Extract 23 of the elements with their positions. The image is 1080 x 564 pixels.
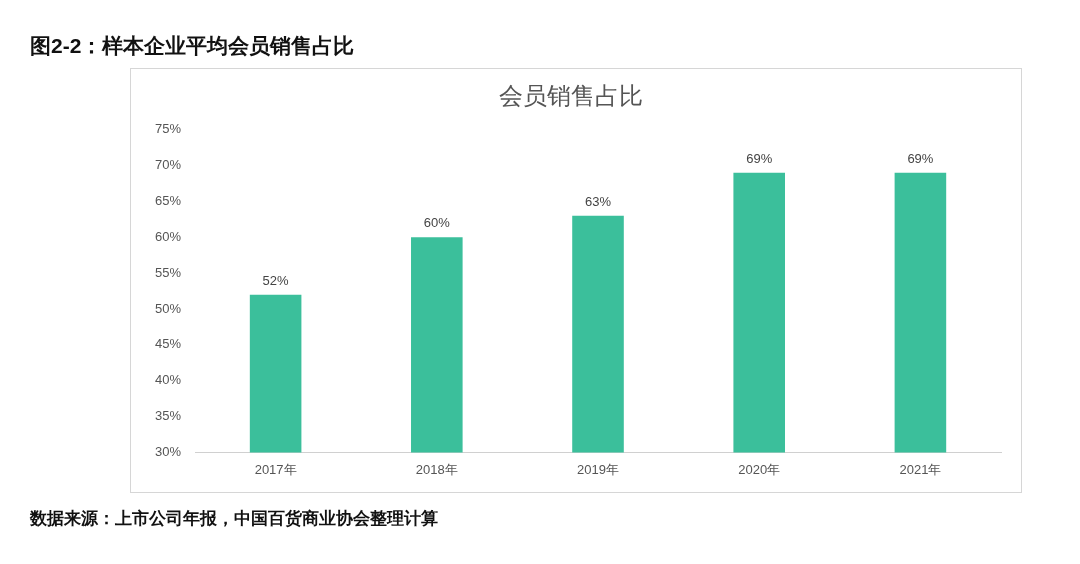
y-tick-label: 30%: [154, 443, 182, 459]
chart-title: 图2-2：样本企业平均会员销售占比: [30, 33, 356, 59]
data-label: 60%: [423, 215, 451, 231]
x-tick-label: 2017年: [254, 461, 297, 477]
data-label: 52%: [262, 272, 290, 288]
y-tick-label: 65%: [154, 193, 182, 209]
data-label: 63%: [584, 193, 612, 209]
x-tick-label: 2019年: [577, 461, 619, 477]
chart-subtitle: 会员销售占比: [499, 82, 643, 110]
data-label: 69%: [746, 150, 773, 166]
y-tick-label: 35%: [154, 408, 182, 424]
y-tick-label: 55%: [154, 264, 182, 280]
y-tick-label: 75%: [154, 121, 182, 137]
x-tick-label: 2018年: [415, 461, 458, 477]
y-tick-label: 70%: [154, 157, 182, 173]
y-tick-label: 50%: [154, 300, 182, 316]
x-tick-label: 2020年: [738, 461, 781, 477]
data-label: 69%: [907, 150, 934, 166]
y-tick-label: 45%: [154, 336, 182, 352]
x-tick-label: 2021年: [899, 461, 942, 477]
source-note: 数据来源：上市公司年报，中国百货商业协会整理计算: [30, 508, 439, 530]
y-tick-label: 40%: [154, 372, 182, 388]
y-tick-label: 60%: [154, 228, 182, 244]
